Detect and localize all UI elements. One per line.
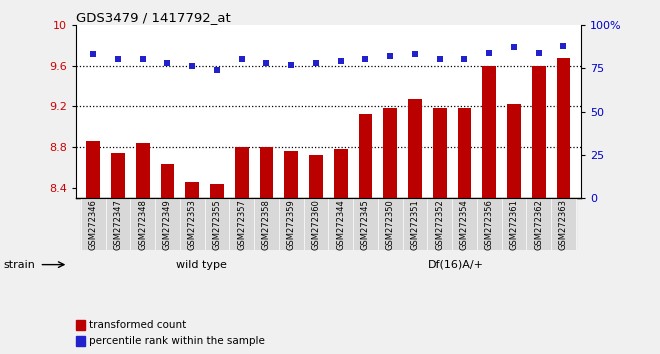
Bar [556,58,570,198]
Point [162,60,173,66]
Point [187,64,197,69]
Bar [106,198,131,250]
Bar [160,164,174,198]
Point [558,43,569,48]
Bar [259,147,273,198]
Text: transformed count: transformed count [88,320,186,330]
Bar [532,65,546,198]
Text: GSM272362: GSM272362 [534,199,543,250]
Bar [482,65,496,198]
Point [509,45,519,50]
Bar [452,198,477,250]
Point [360,57,371,62]
Text: GSM272354: GSM272354 [460,199,469,250]
Point [385,53,395,59]
Bar [353,198,378,250]
Bar [457,108,471,198]
Point [434,57,445,62]
Bar [284,151,298,198]
Bar [76,336,84,346]
Text: GSM272349: GSM272349 [163,199,172,250]
Point [533,50,544,55]
Bar [185,182,199,198]
Bar [383,108,397,198]
Bar [329,198,353,250]
Point [311,60,321,66]
Point [88,51,98,57]
Bar [527,198,551,250]
Text: GSM272350: GSM272350 [385,199,395,250]
Text: GSM272357: GSM272357 [237,199,246,250]
Point [484,50,494,55]
Point [137,57,148,62]
Text: GSM272345: GSM272345 [361,199,370,250]
Text: GSM272352: GSM272352 [435,199,444,250]
Text: GSM272355: GSM272355 [213,199,222,250]
Text: GSM272360: GSM272360 [312,199,321,250]
Bar [477,198,502,250]
Point [286,62,296,68]
Point [410,51,420,57]
Text: GSM272356: GSM272356 [484,199,494,250]
Bar [254,198,279,250]
Bar [76,320,84,330]
Point [261,60,272,66]
Text: wild type: wild type [176,259,226,270]
Bar [309,155,323,198]
Text: GDS3479 / 1417792_at: GDS3479 / 1417792_at [76,11,230,24]
Bar [304,198,329,250]
Bar [428,198,452,250]
Bar [230,198,254,250]
Bar [86,141,100,198]
Text: strain: strain [4,259,36,270]
Text: GSM272346: GSM272346 [88,199,98,250]
Bar [334,149,348,198]
Bar [358,114,372,198]
Bar [403,198,428,250]
Point [113,57,123,62]
Point [236,57,247,62]
Bar [81,198,106,250]
Text: GSM272358: GSM272358 [262,199,271,250]
Bar [378,198,403,250]
Point [212,67,222,73]
Point [335,58,346,64]
Point [459,57,470,62]
Bar [210,184,224,198]
Bar [507,104,521,198]
Text: GSM272353: GSM272353 [187,199,197,250]
Text: GSM272348: GSM272348 [138,199,147,250]
Text: GSM272347: GSM272347 [114,199,123,250]
Text: GSM272361: GSM272361 [510,199,519,250]
Bar [502,198,527,250]
Text: GSM272344: GSM272344 [336,199,345,250]
Bar [205,198,230,250]
Bar [111,153,125,198]
Text: Df(16)A/+: Df(16)A/+ [428,259,484,270]
Bar [408,99,422,198]
Bar [155,198,180,250]
Bar [180,198,205,250]
Bar [131,198,155,250]
Text: percentile rank within the sample: percentile rank within the sample [88,336,265,346]
Text: GSM272351: GSM272351 [411,199,420,250]
Text: GSM272359: GSM272359 [286,199,296,250]
Bar [433,108,447,198]
Text: GSM272363: GSM272363 [559,199,568,250]
Bar [235,147,249,198]
Bar [551,198,576,250]
Bar [279,198,304,250]
Bar [136,143,150,198]
